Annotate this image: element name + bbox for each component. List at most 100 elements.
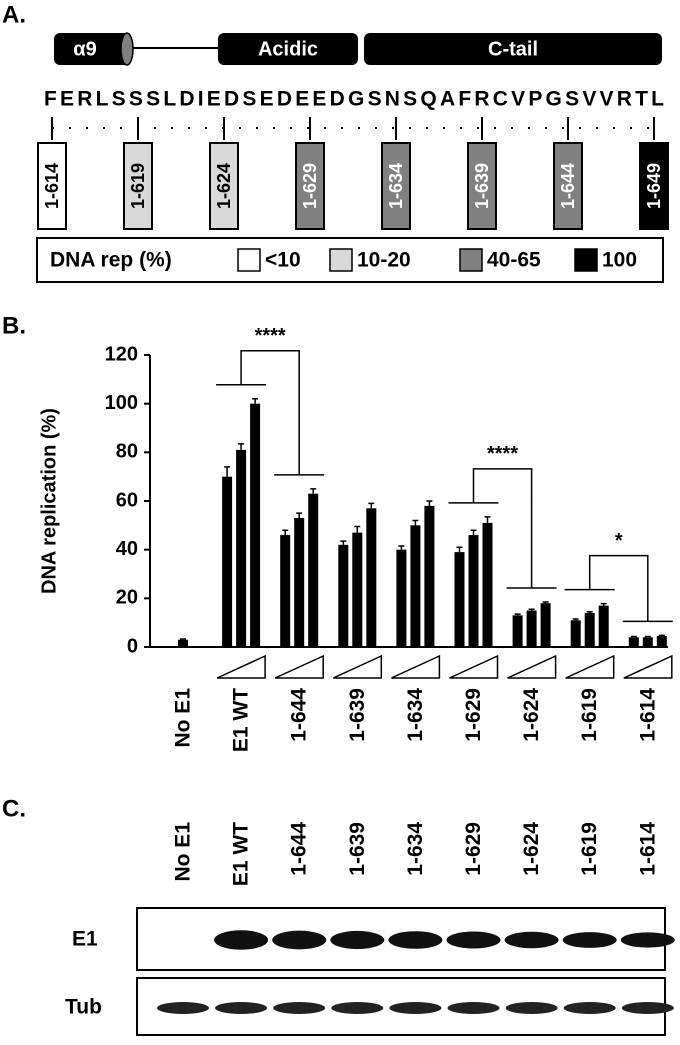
bar — [338, 544, 349, 647]
bar — [410, 525, 421, 647]
error-bar — [542, 601, 549, 604]
x-tick-label: 1-629 — [462, 688, 485, 742]
significance: **** — [487, 443, 518, 465]
band — [505, 1002, 558, 1014]
error-bar — [658, 634, 665, 637]
x-tick-label: 1-614 — [636, 688, 659, 742]
y-tick-label: 100 — [105, 392, 138, 414]
band — [330, 930, 385, 950]
lane-label: 1-644 — [288, 822, 311, 876]
legend-title: DNA rep (%) — [50, 249, 172, 272]
construct-label: 1-634 — [386, 163, 406, 209]
band — [388, 931, 443, 949]
dose-triangle — [565, 654, 615, 679]
significance: * — [615, 530, 623, 552]
band — [447, 1002, 500, 1014]
error-bar — [644, 635, 651, 638]
error-bar — [354, 525, 361, 533]
error-bar — [412, 519, 419, 526]
lane-label: 1-634 — [404, 822, 427, 876]
x-tick-label: 1-644 — [288, 688, 311, 742]
construct-label: 1-619 — [128, 163, 148, 209]
blot-label: Tub — [65, 996, 102, 1019]
error-bar — [296, 512, 303, 519]
construct-label: 1-624 — [214, 163, 234, 209]
construct-box — [209, 142, 239, 230]
panel-label: C. — [2, 795, 26, 822]
band — [389, 1002, 442, 1014]
lane-label: 1-619 — [578, 822, 601, 876]
legend-label: 10-20 — [357, 249, 411, 272]
y-tick-label: 80 — [116, 441, 138, 463]
x-tick-label: 1-639 — [346, 688, 369, 742]
legend-swatch — [459, 248, 483, 272]
bar — [468, 535, 479, 647]
dose-triangle — [449, 654, 499, 679]
bar — [396, 549, 407, 647]
construct-label: 1-629 — [300, 163, 320, 209]
bar — [294, 518, 305, 647]
y-axis-label: DNA replication (%) — [38, 408, 60, 594]
sequence: FERLSSSLDIEDSEDEEDGSNSQAFRCVPGSVVRTL — [44, 88, 664, 111]
bar — [250, 403, 261, 647]
error-bar — [572, 618, 579, 621]
lane-label: E1 WT — [230, 822, 253, 886]
error-bar — [398, 545, 405, 550]
construct-box — [123, 142, 153, 230]
band — [620, 932, 675, 948]
construct-label: 1-639 — [472, 163, 492, 209]
bar — [178, 639, 188, 647]
band — [273, 1002, 326, 1014]
x-tick-label: 1-619 — [578, 688, 601, 742]
error-bar — [470, 529, 477, 536]
domain — [364, 33, 662, 65]
domain-label: C-tail — [488, 38, 538, 60]
legend-swatch — [237, 248, 261, 272]
bar — [454, 552, 465, 647]
domain — [218, 33, 358, 65]
error-bar — [224, 466, 231, 477]
bar — [236, 449, 247, 647]
error-bar — [514, 613, 521, 616]
panel-label: B. — [2, 312, 26, 339]
x-tick-label: 1-634 — [404, 688, 427, 742]
construct-label: 1-614 — [42, 163, 62, 209]
bracket — [588, 554, 649, 622]
band — [215, 1002, 268, 1014]
bar — [584, 612, 595, 647]
x-tick-label: No E1 — [172, 688, 195, 748]
legend-swatch — [329, 248, 353, 272]
dose-triangle — [507, 654, 557, 679]
error-bar — [180, 638, 186, 640]
construct-box — [639, 142, 669, 230]
construct-label: 1-644 — [558, 163, 578, 209]
error-bar — [426, 500, 433, 506]
y-tick-label: 20 — [116, 587, 138, 609]
legend-swatch — [574, 248, 598, 272]
error-bar — [310, 488, 317, 494]
dose-triangle — [623, 654, 673, 679]
band — [157, 1002, 209, 1014]
error-bar — [600, 602, 607, 606]
band — [562, 932, 617, 948]
error-bar — [340, 540, 347, 545]
blot-label: E1 — [72, 928, 98, 951]
error-bar — [282, 529, 289, 536]
error-bar — [586, 610, 593, 613]
band — [446, 931, 501, 949]
y-tick-label: 120 — [105, 343, 138, 365]
construct-box — [381, 142, 411, 230]
dose-triangle — [216, 654, 266, 679]
panel-label: A. — [2, 1, 26, 28]
bar — [526, 610, 537, 647]
bar — [352, 532, 363, 647]
dose-triangle — [391, 654, 441, 679]
bar — [222, 476, 233, 647]
error-bar — [238, 443, 245, 450]
significance: **** — [255, 325, 286, 347]
bar — [598, 605, 609, 647]
bar — [628, 637, 639, 647]
band — [331, 1002, 384, 1014]
construct-box — [467, 142, 497, 230]
